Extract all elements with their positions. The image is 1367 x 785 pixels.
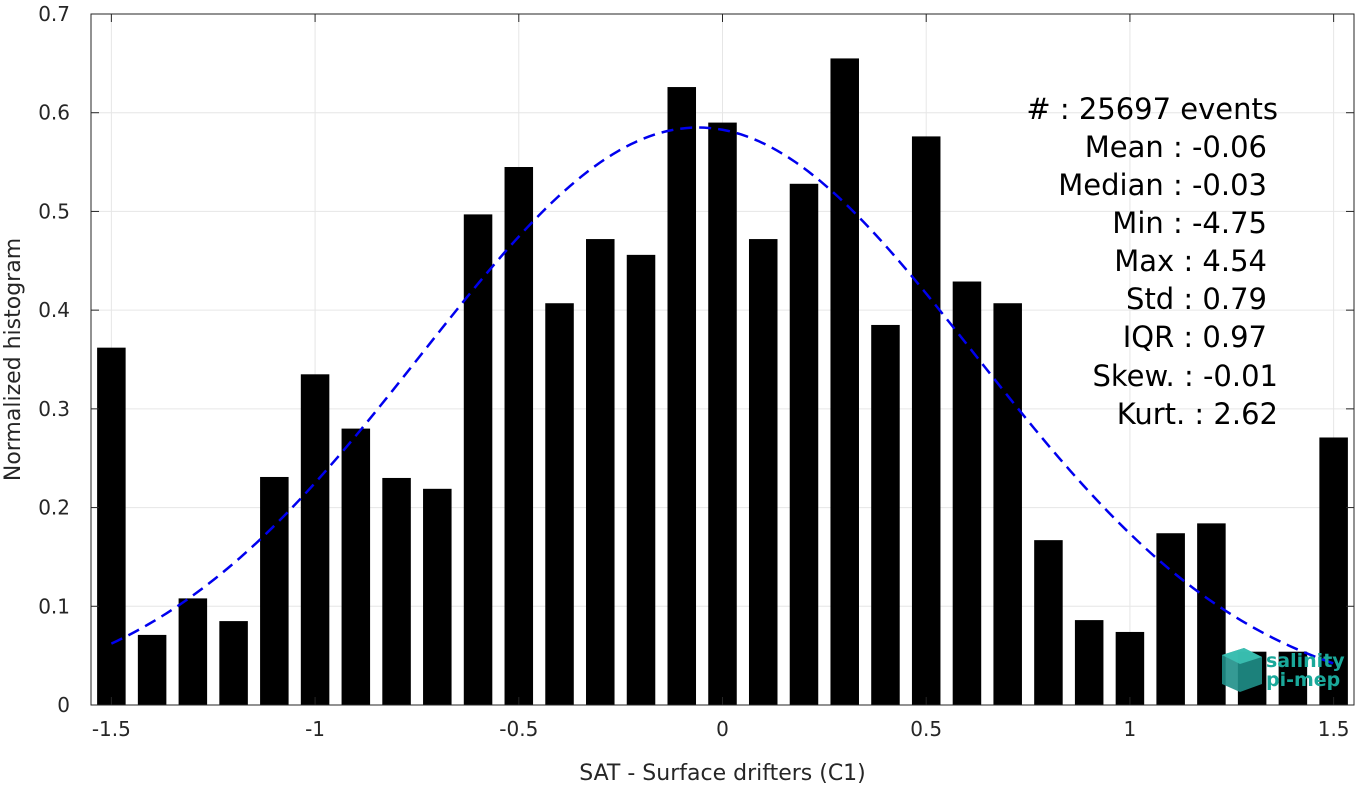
y-tick-label: 0.2 — [38, 496, 70, 520]
fit-curve-layer — [110, 126, 1335, 665]
histogram-bar — [626, 254, 656, 705]
histogram-bar — [1197, 523, 1226, 705]
histogram-bar — [463, 214, 493, 705]
histogram-bar — [260, 476, 289, 705]
x-tick-label: -1.5 — [92, 717, 131, 741]
x-tick-label: 0.5 — [910, 717, 942, 741]
salinity-pi-mep-logo: salinity pi-mep — [1222, 648, 1345, 692]
histogram-bar — [952, 281, 982, 705]
histogram-bar — [586, 239, 615, 705]
bars-layer — [97, 58, 1348, 706]
y-tick-label: 0.7 — [38, 2, 70, 26]
y-tick-label: 0.5 — [38, 199, 70, 223]
logo-line2: pi-mep — [1266, 669, 1340, 691]
histogram-bar — [871, 324, 900, 705]
stat-iqr: IQR : 0.97 — [1123, 320, 1267, 354]
y-tick-label: 0.3 — [38, 397, 70, 421]
histogram-bar — [789, 183, 819, 705]
x-tick-label: 0 — [716, 717, 729, 741]
stat-median: Median : -0.03 — [1058, 168, 1267, 202]
stat-events: # : 25697 events — [1026, 92, 1278, 126]
histogram-bar — [993, 303, 1022, 705]
histogram-bar — [1034, 540, 1063, 705]
x-tick-label: -1 — [305, 717, 325, 741]
y-tick-label: 0.1 — [38, 594, 70, 618]
stat-mean: Mean : -0.06 — [1085, 130, 1267, 164]
histogram-bar — [1074, 620, 1104, 705]
histogram-bar — [1115, 631, 1145, 705]
y-axis-label: Normalized histogram — [1, 238, 26, 481]
y-tick-label: 0.4 — [38, 298, 70, 322]
stat-skew: Skew. : -0.01 — [1092, 359, 1278, 393]
y-tick-label: 0 — [57, 693, 70, 717]
stat-std: Std : 0.79 — [1126, 282, 1267, 316]
histogram-bar — [97, 347, 126, 705]
histogram-bar — [341, 428, 371, 705]
stat-max: Max : 4.54 — [1114, 244, 1267, 278]
histogram-bar — [423, 488, 452, 705]
stat-min: Min : -4.75 — [1112, 206, 1267, 240]
ticks-layer: -1.5 -1 -0.5 0 0.5 1 1.5 0 0.1 0.2 0.3 0.4 0.5 0.6 0.7 — [38, 2, 1354, 741]
histogram-bar — [219, 621, 248, 705]
x-tick-label: -0.5 — [499, 717, 538, 741]
histogram-bar — [911, 136, 941, 706]
histogram-bar — [382, 477, 411, 705]
x-tick-label: 1.5 — [1318, 717, 1350, 741]
histogram-bar — [667, 87, 697, 705]
y-tick-label: 0.6 — [38, 101, 70, 125]
histogram-bar — [830, 58, 859, 705]
x-tick-label: 1 — [1124, 717, 1137, 741]
stat-kurt: Kurt. : 2.62 — [1117, 397, 1278, 431]
histogram-bar — [748, 239, 778, 705]
histogram-bar — [1156, 533, 1185, 705]
histogram-bar — [178, 598, 208, 705]
histogram-bar — [545, 303, 574, 705]
logo-line1: salinity — [1266, 650, 1345, 672]
histogram-bar — [1278, 651, 1308, 705]
histogram-bar — [300, 374, 330, 705]
histogram-bar — [708, 122, 737, 706]
histogram-bar — [504, 167, 534, 705]
histogram-bar — [137, 634, 167, 705]
logo-cube-top — [1222, 648, 1262, 664]
x-axis-label: SAT - Surface drifters (C1) — [579, 761, 866, 785]
stats-annotation: # : 25697 events Mean : -0.06 Median : -… — [1026, 92, 1278, 431]
gaussian-fit-curve — [110, 126, 1335, 665]
